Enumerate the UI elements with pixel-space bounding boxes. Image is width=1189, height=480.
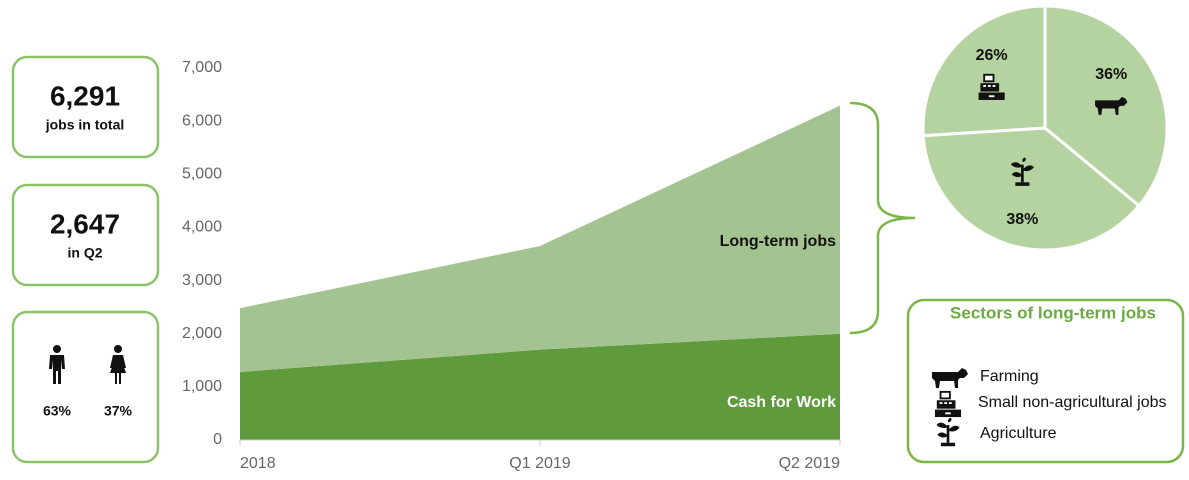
- series-label: Cash for Work: [727, 394, 836, 411]
- stat-label: in Q2: [67, 245, 102, 261]
- pie-label: 26%: [976, 47, 1008, 64]
- y-tick-label: 2,000: [182, 325, 222, 342]
- y-tick-label: 6,000: [182, 112, 222, 129]
- legend-label: Farming: [980, 368, 1039, 385]
- legend-box: [906, 298, 1185, 464]
- gender-share: 37%: [104, 403, 133, 419]
- gender-box: [11, 310, 160, 464]
- x-tick-label: Q2 2019: [779, 455, 840, 472]
- pie-label: 36%: [1095, 66, 1127, 83]
- y-tick-label: 3,000: [182, 272, 222, 289]
- stat-label: jobs in total: [45, 117, 125, 133]
- y-tick-label: 0: [213, 431, 222, 448]
- y-tick-label: 5,000: [182, 166, 222, 183]
- stat-box: [11, 183, 160, 287]
- y-tick-label: 1,000: [182, 378, 222, 395]
- x-tick-label: 2018: [240, 455, 276, 472]
- legend-title: Sectors of long-term jobs: [950, 303, 1156, 322]
- gender-share: 63%: [43, 403, 72, 419]
- legend-label: Small non-agricultural jobs: [978, 394, 1167, 411]
- x-tick-label: Q1 2019: [509, 455, 570, 472]
- legend-label: Agriculture: [980, 425, 1057, 442]
- area: [240, 105, 840, 372]
- series-label: Long-term jobs: [720, 233, 837, 250]
- stat-box: [11, 55, 160, 159]
- stat-value: 2,647: [50, 208, 120, 239]
- pie-slice: [921, 4, 1047, 138]
- stat-value: 6,291: [50, 80, 120, 111]
- y-tick-label: 7,000: [182, 59, 222, 76]
- bracket: [849, 101, 916, 335]
- pie-slice: [921, 126, 1142, 252]
- pie-label: 38%: [1006, 211, 1038, 228]
- area: [240, 333, 840, 440]
- y-tick-label: 4,000: [182, 219, 222, 236]
- legend-label-wrap: Small non-agricultural jobs: [978, 394, 1167, 411]
